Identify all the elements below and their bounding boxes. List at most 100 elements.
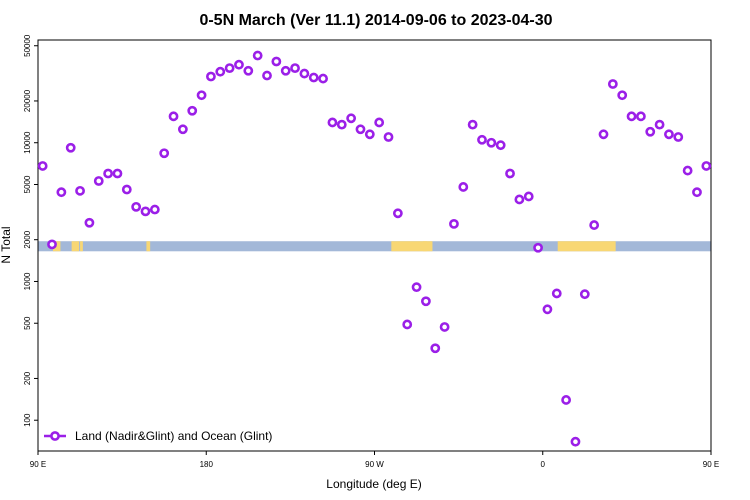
data-point xyxy=(589,220,600,230)
data-point xyxy=(131,201,142,212)
data-point xyxy=(299,68,310,79)
data-point xyxy=(598,129,609,140)
data-point xyxy=(607,79,618,89)
legend-label: Land (Nadir&Glint) and Ocean (Glint) xyxy=(75,429,272,443)
data-point xyxy=(617,90,628,101)
data-point xyxy=(523,191,534,202)
data-point xyxy=(308,72,319,83)
data-point xyxy=(701,161,712,171)
x-tick-label: 180 xyxy=(200,460,214,469)
x-axis-ticks: 90 E 180 90 W 0 90 E xyxy=(30,451,719,469)
data-point xyxy=(551,288,562,299)
data-point xyxy=(121,184,132,195)
x-axis-label: Longitude (deg E) xyxy=(326,477,421,491)
data-point xyxy=(673,132,684,142)
data-point xyxy=(243,65,254,76)
data-point xyxy=(327,117,338,128)
data-point xyxy=(224,63,235,74)
data-point xyxy=(346,113,357,124)
data-point xyxy=(374,117,385,128)
data-point xyxy=(252,50,263,61)
data-point xyxy=(486,137,497,148)
land-segment xyxy=(146,241,151,252)
land-segment xyxy=(557,241,616,252)
x-tick-label: 90 E xyxy=(30,460,46,469)
data-point xyxy=(402,319,413,330)
land-segment xyxy=(71,241,80,252)
y-axis-label: N Total xyxy=(0,226,13,263)
data-point xyxy=(364,129,375,140)
y-tick-label: 10000 xyxy=(23,131,32,154)
y-tick-label: 2000 xyxy=(23,230,32,248)
data-point xyxy=(439,322,450,332)
data-point xyxy=(654,119,665,130)
legend-circle-marker xyxy=(50,431,60,441)
data-point xyxy=(262,70,272,81)
data-point xyxy=(458,182,469,192)
y-tick-label: 5000 xyxy=(23,175,32,193)
data-point xyxy=(196,90,207,101)
data-point xyxy=(570,436,581,447)
y-tick-label: 50000 xyxy=(23,34,32,57)
y-tick-label: 20000 xyxy=(23,89,32,112)
x-tick-label: 90 E xyxy=(703,460,719,469)
data-point xyxy=(149,204,160,215)
y-axis-ticks: 100 200 500 1000 2000 5000 10000 20000 50000 xyxy=(23,34,38,427)
y-tick-label: 200 xyxy=(23,371,32,385)
data-point xyxy=(56,187,67,198)
data-point xyxy=(159,148,170,159)
chart-title: 0-5N March (Ver 11.1) 2014-09-06 to 2023… xyxy=(199,12,552,29)
data-point xyxy=(645,126,656,137)
data-point xyxy=(411,282,422,293)
data-point xyxy=(533,242,543,253)
data-point xyxy=(336,119,347,130)
data-point xyxy=(495,140,506,151)
data-point xyxy=(467,119,478,130)
data-points xyxy=(37,50,712,447)
data-point xyxy=(75,185,85,196)
data-point xyxy=(626,111,637,122)
y-tick-label: 1000 xyxy=(23,272,32,290)
data-point xyxy=(206,71,216,82)
legend: Land (Nadir&Glint) and Ocean (Glint) xyxy=(44,429,272,443)
data-point xyxy=(177,124,188,135)
land-segment xyxy=(391,241,433,252)
data-point xyxy=(103,168,114,179)
data-point xyxy=(65,142,76,153)
data-point xyxy=(449,218,459,229)
data-point xyxy=(318,73,328,84)
data-point xyxy=(187,105,198,116)
land-segment xyxy=(423,241,427,252)
data-point xyxy=(392,208,403,219)
data-point xyxy=(579,289,590,300)
data-point xyxy=(355,124,366,135)
data-point xyxy=(290,63,300,74)
y-tick-label: 100 xyxy=(23,413,32,427)
data-point xyxy=(168,111,179,122)
data-point xyxy=(561,395,572,405)
data-point xyxy=(37,161,48,171)
data-point xyxy=(271,56,282,67)
land-segment xyxy=(52,241,61,252)
data-point xyxy=(140,206,151,217)
x-tick-label: 90 W xyxy=(365,460,384,469)
data-point xyxy=(430,343,441,354)
data-point xyxy=(215,66,226,77)
x-tick-label: 0 xyxy=(541,460,546,469)
data-point xyxy=(84,217,95,228)
y-tick-label: 500 xyxy=(23,316,32,330)
data-point xyxy=(280,65,291,76)
data-point xyxy=(112,168,123,179)
data-point xyxy=(234,59,244,70)
data-point xyxy=(93,176,104,186)
data-point xyxy=(664,129,674,140)
land-ocean-band xyxy=(38,241,711,252)
ocean-band xyxy=(38,241,711,252)
data-point xyxy=(505,168,515,179)
data-point xyxy=(682,165,693,176)
land-segment xyxy=(80,241,83,252)
data-point xyxy=(542,304,553,315)
data-point xyxy=(477,134,487,145)
data-point xyxy=(383,132,394,142)
